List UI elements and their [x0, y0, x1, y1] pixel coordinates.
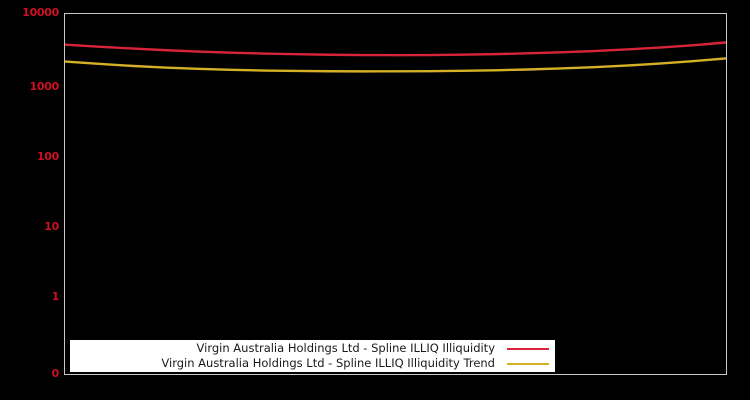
legend-label-illiquidity: Virgin Australia Holdings Ltd - Spline I… [196, 341, 495, 355]
y-axis-tick-10: 10 [44, 220, 59, 233]
legend-swatch-illiquidity-trend [507, 362, 549, 365]
legend-swatch-illiquidity [507, 347, 549, 350]
legend-label-illiquidity-trend: Virgin Australia Holdings Ltd - Spline I… [161, 356, 495, 370]
series-canvas [65, 41, 726, 73]
series-line-illiquidity-trend [65, 57, 726, 73]
plot-area [64, 13, 727, 375]
legend-item: Virgin Australia Holdings Ltd - Spline I… [70, 356, 555, 371]
y-axis-tick-100: 100 [36, 150, 59, 163]
y-axis-tick-1000: 1000 [29, 80, 60, 93]
legend-item: Virgin Australia Holdings Ltd - Spline I… [70, 341, 555, 356]
y-axis-tick-1: 1 [51, 290, 60, 303]
series-line-illiquidity [65, 41, 726, 57]
y-axis-tick-0: 0 [51, 367, 60, 380]
chart-legend: Virgin Australia Holdings Ltd - Spline I… [70, 340, 555, 372]
y-axis-tick-10000: 10000 [22, 6, 59, 19]
